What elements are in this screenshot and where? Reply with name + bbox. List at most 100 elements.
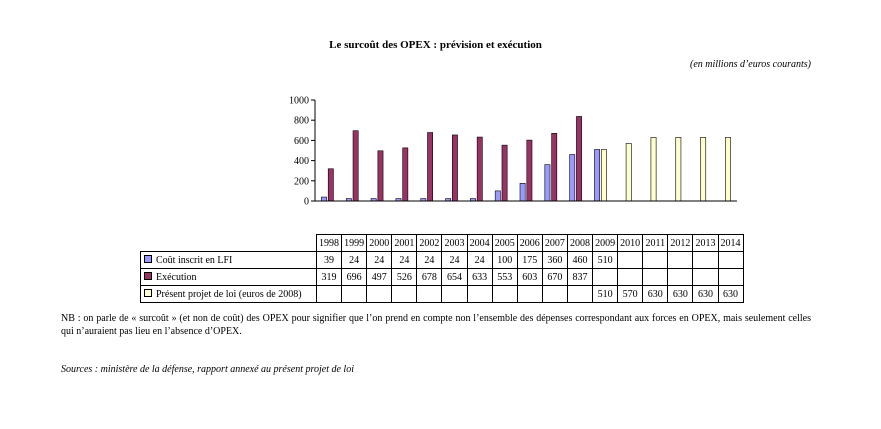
legend-text: Coût inscrit en LFI <box>156 254 233 266</box>
bar-2-2006 <box>526 139 533 202</box>
bar-3-2010 <box>625 143 632 202</box>
bar-2-1998 <box>327 168 334 202</box>
x-tick-label: 2004 <box>466 234 493 252</box>
y-tick-label: 400 <box>294 156 309 167</box>
bar-1-1998 <box>321 196 327 202</box>
x-tick-label: 2007 <box>541 234 568 252</box>
bar-1-2008 <box>569 154 576 202</box>
data-label: 696 <box>341 268 368 286</box>
x-tick-label: 2000 <box>366 234 393 252</box>
data-label: 100 <box>491 251 518 269</box>
data-label: 24 <box>391 251 418 269</box>
bar-1-2006 <box>519 183 526 202</box>
data-label <box>466 285 493 303</box>
data-label: 24 <box>341 251 368 269</box>
bar-3-2014 <box>725 137 731 202</box>
legend-swatch <box>144 271 152 280</box>
data-label <box>315 285 343 303</box>
data-label: 360 <box>541 251 568 269</box>
data-label: 24 <box>366 251 393 269</box>
data-label <box>416 285 443 303</box>
data-label: 630 <box>667 285 694 303</box>
x-tick-label: 2014 <box>717 234 744 252</box>
legend-label-series-1: Coût inscrit en LFI <box>140 251 317 269</box>
data-label: 633 <box>466 268 493 286</box>
unit-note: (en millions d’euros courants) <box>689 59 811 70</box>
bar-2-2003 <box>452 134 458 202</box>
data-label <box>667 251 694 269</box>
bar-1-2009 <box>594 149 600 202</box>
data-label <box>692 251 719 269</box>
bar-2-2004 <box>476 136 483 202</box>
data-label: 678 <box>416 268 443 286</box>
data-label <box>566 285 594 303</box>
data-label: 510 <box>592 285 619 303</box>
data-label <box>441 285 468 303</box>
bar-chart: 0 200 400 600 800 1000 <box>289 96 737 208</box>
legend-text: Exécution <box>156 271 197 283</box>
bar-3-2011 <box>650 137 657 202</box>
x-tick-label: 2008 <box>566 234 594 252</box>
data-label: 497 <box>366 268 393 286</box>
bar-1-2007 <box>544 164 551 202</box>
data-label <box>717 251 744 269</box>
data-label: 630 <box>692 285 719 303</box>
x-tick-label: 2006 <box>516 234 543 252</box>
data-label <box>642 268 669 286</box>
legend-label-series-3: Présent projet de loi (euros de 2008) <box>140 285 317 303</box>
data-label <box>717 268 744 286</box>
legend-swatch <box>144 288 152 297</box>
bar-2-1999 <box>352 130 359 202</box>
bar-2-2008 <box>576 116 582 202</box>
x-tick-label: 2013 <box>692 234 719 252</box>
x-tick-label: 1998 <box>315 234 343 252</box>
table-row: Coût inscrit en LFI 39 24 24 24 24 24 24 100 175 3… <box>140 251 744 269</box>
data-label: 24 <box>416 251 443 269</box>
bar-1-2005 <box>494 190 501 202</box>
data-label <box>541 285 568 303</box>
data-label: 603 <box>516 268 543 286</box>
data-label: 670 <box>541 268 568 286</box>
data-label: 510 <box>592 251 619 269</box>
x-tick-label: 2010 <box>617 234 644 252</box>
table-header-row: 1998 1999 2000 2001 2002 2003 2004 2005 2006 2007… <box>141 234 744 252</box>
legend-text: Présent projet de loi (euros de 2008) <box>156 288 302 300</box>
legend-swatch <box>144 254 152 263</box>
data-label: 319 <box>315 268 343 286</box>
legend-label-series-2: Exécution <box>140 268 317 286</box>
data-label <box>491 285 518 303</box>
y-tick-label: 800 <box>294 116 309 127</box>
x-tick-label: 2002 <box>416 234 443 252</box>
data-label <box>667 268 694 286</box>
x-tick-label: 2009 <box>592 234 619 252</box>
data-label <box>617 251 644 269</box>
data-label: 460 <box>566 251 594 269</box>
x-tick-label: 2011 <box>642 234 669 252</box>
sources-line: Sources : ministère de la défense, rappo… <box>61 364 354 375</box>
data-label: 24 <box>466 251 493 269</box>
data-label: 654 <box>441 268 468 286</box>
table-row: Présent projet de loi (euros de 2008) 510… <box>140 285 744 303</box>
data-label <box>366 285 393 303</box>
data-label: 570 <box>617 285 644 303</box>
chart-title: Le surcoût des OPEX : prévision et exécu… <box>329 39 542 51</box>
data-label: 630 <box>717 285 744 303</box>
data-label: 553 <box>491 268 518 286</box>
note-paragraph: NB : on parle de « surcoût » (et non de … <box>61 313 811 337</box>
bar-2-2000 <box>377 150 384 202</box>
data-label <box>592 268 619 286</box>
bar-2-2005 <box>501 144 508 202</box>
y-tick-label: 1000 <box>289 96 309 107</box>
x-tick-label: 2005 <box>491 234 518 252</box>
bar-2-2007 <box>551 133 558 202</box>
x-tick-label: 2012 <box>667 234 694 252</box>
x-tick-label: 2001 <box>391 234 418 252</box>
bar-3-2013 <box>700 137 707 202</box>
bar-3-2012 <box>675 137 682 202</box>
y-tick-label: 600 <box>294 136 309 147</box>
bar-2-2001 <box>402 147 409 202</box>
data-label: 175 <box>516 251 543 269</box>
table-corner <box>141 235 317 252</box>
y-tick-label: 0 <box>304 197 309 208</box>
x-tick-label: 1999 <box>341 234 368 252</box>
